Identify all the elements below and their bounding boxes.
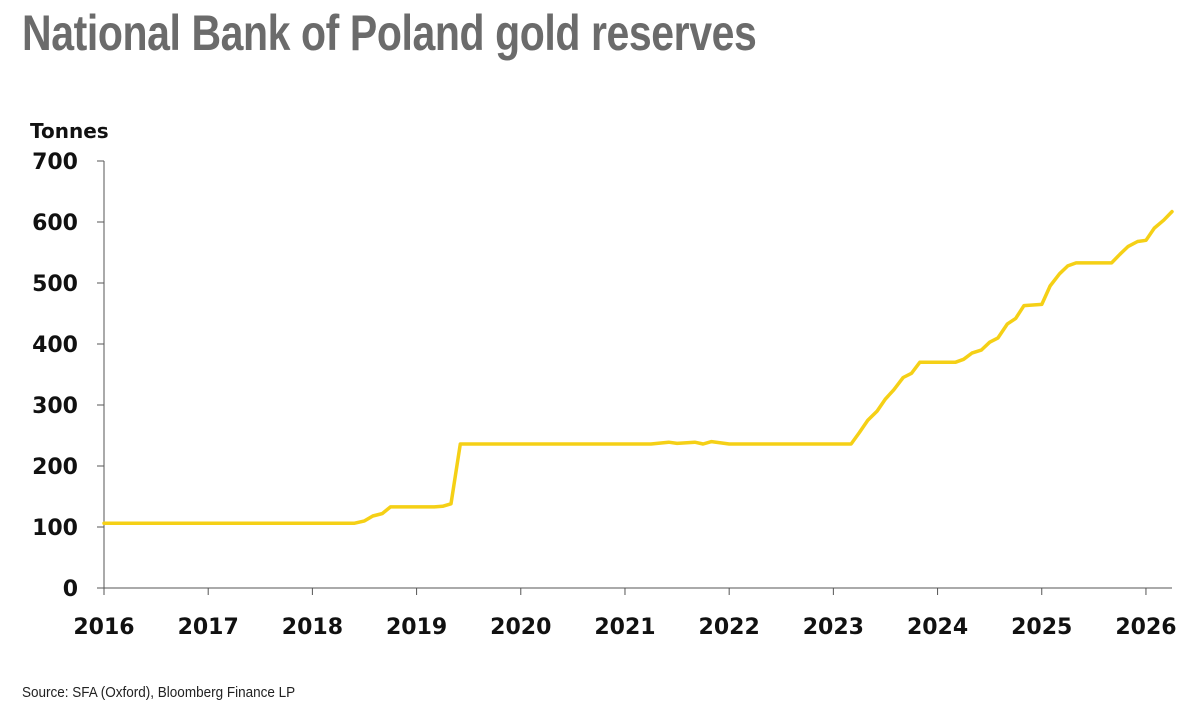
y-tick-label: 500 xyxy=(32,272,78,297)
y-tick-label: 700 xyxy=(32,150,78,175)
chart-title: National Bank of Poland gold reserves xyxy=(22,5,757,61)
x-tick-label: 2026 xyxy=(1115,615,1176,640)
x-tick-label: 2020 xyxy=(490,615,551,640)
x-tick-label: 2024 xyxy=(907,615,968,640)
y-tick-label: 200 xyxy=(32,455,78,480)
x-tick-label: 2021 xyxy=(594,615,655,640)
x-axis: 2016 2017 2018 2019 2020 2021 2022 2023 2024 2025… xyxy=(73,587,1177,640)
series-line-gold-reserves xyxy=(102,209,1174,526)
x-tick-label: 2023 xyxy=(803,615,864,640)
source-note: Source: SFA (Oxford), Bloomberg Finance … xyxy=(22,684,296,701)
x-tick-label: 2016 xyxy=(73,615,134,640)
y-tick-label: 300 xyxy=(32,394,78,419)
x-tick-label: 2018 xyxy=(282,615,343,640)
y-axis-label: Tonnes xyxy=(30,119,109,143)
y-tick-label: 600 xyxy=(32,211,78,236)
y-tick-label: 0 xyxy=(63,577,78,602)
series-layer xyxy=(102,209,1174,526)
y-tick-label: 400 xyxy=(32,333,78,358)
y-axis: 0 100 200 300 400 500 600 700 xyxy=(32,150,105,602)
x-tick-label: 2017 xyxy=(178,615,239,640)
x-tick-label: 2025 xyxy=(1011,615,1072,640)
y-tick-label: 100 xyxy=(32,516,78,541)
x-tick-label: 2022 xyxy=(699,615,760,640)
x-tick-label: 2019 xyxy=(386,615,447,640)
